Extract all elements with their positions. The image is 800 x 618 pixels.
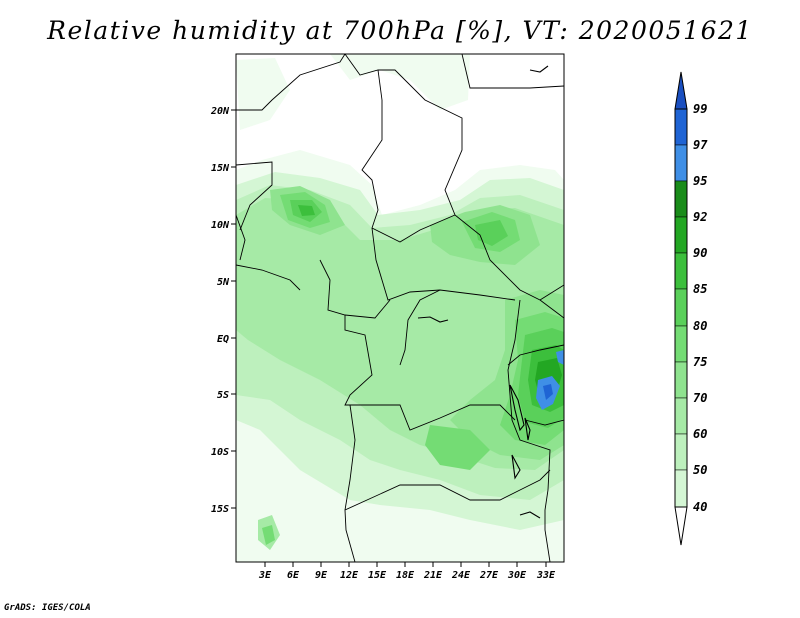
lat-label: 5S bbox=[217, 390, 229, 401]
lakes bbox=[417, 65, 549, 519]
lon-label: 18E bbox=[396, 570, 415, 581]
colorbar-segment-92 bbox=[674, 216, 688, 254]
colorbar-label: 90 bbox=[693, 246, 707, 260]
lat-tick: 5N bbox=[217, 277, 236, 288]
colorbar-label: 92 bbox=[693, 210, 707, 224]
lat-tick: 20N bbox=[210, 106, 236, 117]
lat-label: 5N bbox=[217, 277, 230, 288]
colorbar-bottom-arrow bbox=[674, 506, 688, 546]
colorbar-segment-85 bbox=[674, 288, 688, 327]
colorbar-label: 40 bbox=[693, 500, 707, 514]
rh-field-85-b bbox=[475, 220, 508, 246]
lat-label: 15S bbox=[211, 504, 229, 515]
lat-label: 20N bbox=[210, 106, 230, 117]
colorbar-segment-95 bbox=[674, 180, 688, 218]
lat-axis: 20N 15N 10N 5N EQ 5S 10S 15S bbox=[210, 106, 236, 515]
colorbar-label: 99 bbox=[693, 102, 707, 116]
grads-credit: GrADS: IGES/COLA bbox=[4, 603, 91, 613]
humidity-field bbox=[236, 54, 564, 562]
colorbar-label: 85 bbox=[693, 282, 707, 296]
colorbar-frame bbox=[674, 108, 688, 508]
lon-tick: 30E bbox=[507, 562, 527, 581]
map-frame bbox=[235, 53, 565, 563]
colorbar-segment-90 bbox=[674, 252, 688, 290]
rh-field-80-d bbox=[425, 425, 490, 470]
lat-tick: 15S bbox=[211, 504, 236, 515]
rh-field-99 bbox=[543, 384, 553, 400]
lon-tick: 27E bbox=[479, 562, 499, 581]
lon-tick: 9E bbox=[315, 562, 328, 581]
colorbar-segment-75 bbox=[674, 361, 688, 399]
country-borders bbox=[236, 54, 564, 562]
lon-tick: 21E bbox=[423, 562, 443, 581]
lon-tick: 6E bbox=[287, 562, 300, 581]
lat-tick: EQ bbox=[217, 334, 236, 345]
rh-field-97-b bbox=[556, 350, 564, 365]
rh-field-80-sw bbox=[262, 525, 275, 545]
lon-label: 3E bbox=[258, 570, 272, 581]
lat-tick: 10N bbox=[211, 220, 236, 231]
map-title: Relative humidity at 700hPa [%], VT: 202… bbox=[47, 16, 753, 45]
colorbar-label: 70 bbox=[693, 391, 707, 405]
lon-label: 27E bbox=[479, 570, 499, 581]
lon-label: 21E bbox=[423, 570, 443, 581]
lon-tick: 3E bbox=[258, 562, 272, 581]
colorbar-label: 80 bbox=[693, 319, 707, 333]
lon-label: 15E bbox=[368, 570, 387, 581]
colorbar-segment-80 bbox=[674, 325, 688, 363]
colorbar-segment-60 bbox=[674, 433, 688, 471]
colorbar-segment-99 bbox=[674, 108, 688, 146]
lon-axis: 3E 6E 9E 12E 15E 18E 21E 24E 27E 30E 33E bbox=[258, 562, 556, 581]
lon-tick: 12E bbox=[340, 562, 359, 581]
lon-label: 24E bbox=[451, 570, 471, 581]
colorbar-segment-50 bbox=[674, 469, 688, 508]
lat-label: 15N bbox=[211, 163, 230, 174]
lat-tick: 15N bbox=[211, 163, 236, 174]
lon-tick: 15E bbox=[368, 562, 387, 581]
rh-field-90-b bbox=[298, 205, 315, 216]
lat-tick: 10S bbox=[211, 447, 236, 458]
colorbar-label: 97 bbox=[693, 138, 708, 152]
lon-label: 30E bbox=[507, 570, 527, 581]
map-panel bbox=[235, 53, 565, 563]
lon-label: 12E bbox=[340, 570, 359, 581]
lon-tick: 18E bbox=[396, 562, 415, 581]
lat-label: 10N bbox=[211, 220, 230, 231]
lon-tick: 33E bbox=[536, 562, 556, 581]
lon-label: 9E bbox=[315, 570, 328, 581]
colorbar: 99 97 95 92 90 85 80 75 70 60 50 40 bbox=[674, 71, 708, 546]
colorbar-label: 95 bbox=[693, 174, 707, 188]
lat-label: EQ bbox=[217, 334, 229, 345]
colorbar-segment-70 bbox=[674, 397, 688, 435]
lon-label: 6E bbox=[287, 570, 300, 581]
rh-field-40-nw bbox=[236, 58, 290, 130]
colorbar-segment-97 bbox=[674, 144, 688, 182]
lon-tick: 24E bbox=[451, 562, 471, 581]
colorbar-top-arrow bbox=[674, 71, 688, 110]
lat-label: 10S bbox=[211, 447, 229, 458]
colorbar-label: 60 bbox=[693, 427, 707, 441]
colorbar-label: 50 bbox=[693, 463, 707, 477]
colorbar-label: 75 bbox=[693, 355, 707, 369]
rh-field-40-north bbox=[330, 54, 470, 110]
lat-tick: 5S bbox=[217, 390, 236, 401]
lon-label: 33E bbox=[536, 570, 556, 581]
